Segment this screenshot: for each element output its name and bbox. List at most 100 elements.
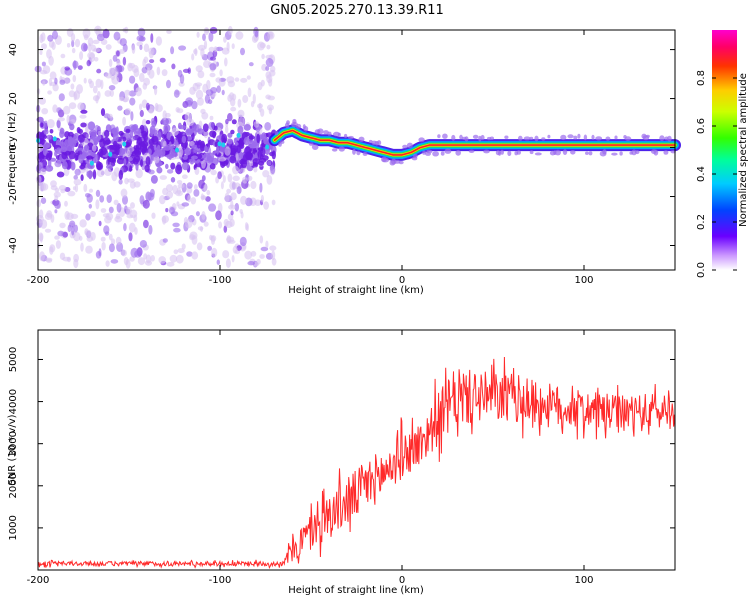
noise-blob [128,90,137,97]
noise-blob [181,135,187,144]
noise-blob [48,77,53,87]
noise-blob [190,197,197,205]
noise-blob [108,85,116,91]
track-fringe [534,152,542,156]
noise-blob [208,32,214,42]
noise-blob [208,46,215,53]
noise-blob [144,164,150,173]
noise-blob [145,120,151,125]
colorbar-gradient [712,30,737,270]
noise-blob [169,254,178,263]
noise-blob [42,80,46,86]
noise-blob [74,184,79,193]
noise-blob [118,130,124,136]
noise-blob [45,165,54,172]
noise-blob [197,70,205,79]
noise-blob [175,254,184,264]
noise-blob [122,56,127,66]
noise-blob [139,240,147,248]
noise-blob [148,224,153,235]
noise-blob [41,43,47,50]
noise-blob [54,209,58,214]
noise-blob [162,129,168,135]
noise-blob [116,59,121,67]
track-fringe [602,149,607,155]
noise-blob [86,59,91,67]
noise-blob [79,219,87,228]
x-tick-label: 0 [399,575,405,586]
noise-blob [41,61,47,67]
noise-blob [251,140,258,149]
noise-blob [113,199,119,206]
noise-blob [86,155,93,160]
y-tick-label: 3000 [8,431,19,456]
noise-blob [165,118,172,125]
noise-blob [159,195,166,205]
noise-blob [67,190,76,197]
spectrogram-marks [34,25,681,269]
noise-blob [149,125,156,135]
colorbar-label: Normalized spectral amplitude [738,73,749,227]
noise-blob [265,66,270,71]
noise-blob [86,170,94,178]
noise-blob [159,57,166,63]
track-fringe [437,134,441,139]
spectrogram-x-label: Height of straight line (km) [288,285,424,296]
noise-blob [239,236,247,247]
noise-blob [145,156,151,166]
noise-blob [122,116,126,126]
noise-blob [232,175,240,182]
noise-blob [104,90,112,97]
noise-blob [39,152,44,163]
track-fringe [504,135,509,139]
noise-blob [91,144,97,152]
snr-panel: -200 -100 0 100 1000 2000 3000 4000 5000 Height… [7,329,676,596]
colorbar-tick-label: 0.8 [696,70,707,86]
noise-blob [240,47,245,56]
noise-blob [248,135,255,140]
noise-blob [90,231,96,241]
noise-blob [137,27,146,37]
noise-blob [172,222,180,228]
noise-blob [150,175,158,184]
track-fringe [338,146,345,152]
noise-blob [217,202,223,213]
track-fringe [541,137,546,141]
noise-blob [259,235,264,244]
noise-blob [173,249,179,255]
noise-blob [151,117,156,124]
track-fringe [518,135,523,141]
noise-blob [267,95,276,101]
noise-blob [209,163,216,170]
noise-blob [70,119,76,125]
noise-blob [108,233,113,241]
noise-blob [150,33,154,43]
noise-blob [116,157,125,165]
noise-blob [198,120,203,130]
noise-blob [195,65,203,73]
track-fringe [426,149,433,154]
track-fringe [573,135,578,140]
noise-blob [254,199,262,206]
noise-blob [229,92,235,100]
noise-blob [123,257,129,266]
noise-peak [108,151,113,157]
track-fringe [309,142,314,146]
noise-blob [271,199,276,206]
noise-blob [62,105,71,115]
noise-blob [230,210,234,216]
noise-blob [203,40,208,50]
noise-blob [196,242,203,251]
noise-blob [104,139,112,145]
noise-blob [202,123,209,132]
noise-blob [74,168,81,176]
colorbar-tick-label: 0.2 [696,214,707,230]
noise-blob [133,145,137,150]
noise-blob [215,77,222,83]
noise-blob [49,129,54,134]
track-fringe [413,153,418,159]
noise-blob [96,33,105,42]
noise-blob [237,98,242,108]
noise-blob [39,251,45,262]
